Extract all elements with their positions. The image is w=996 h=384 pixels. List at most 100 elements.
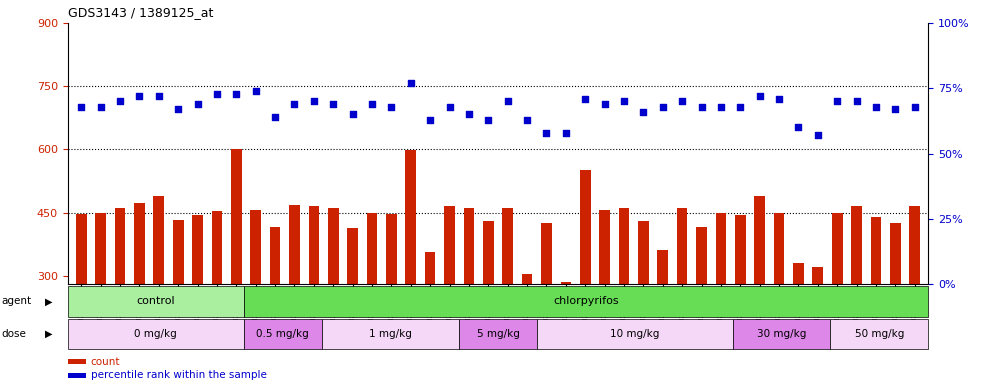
Bar (76, 214, 87, 384)
Point (713, 104, 729, 110)
Point (539, 130, 555, 136)
Bar (852, 206, 862, 384)
Point (461, 111, 477, 118)
Point (345, 111, 361, 118)
Point (228, 91, 244, 97)
Point (654, 104, 670, 110)
Point (849, 98, 865, 104)
Text: agent: agent (1, 296, 31, 306)
Point (791, 124, 807, 131)
Text: 0.5 mg/kg: 0.5 mg/kg (257, 329, 309, 339)
Point (480, 117, 496, 123)
Bar (696, 227, 707, 384)
Text: 10 mg/kg: 10 mg/kg (611, 329, 659, 339)
Bar (309, 206, 319, 384)
Point (93, 104, 109, 110)
Text: 1 mg/kg: 1 mg/kg (369, 329, 412, 339)
Point (131, 93, 147, 99)
Bar (425, 252, 435, 384)
Point (693, 104, 709, 110)
Point (674, 98, 690, 104)
Bar (735, 215, 746, 384)
Point (887, 106, 903, 112)
Bar (561, 282, 571, 384)
Point (906, 104, 922, 110)
Bar (289, 205, 300, 384)
Text: chlorpyrifos: chlorpyrifos (553, 296, 619, 306)
Bar (405, 150, 416, 384)
Text: control: control (136, 296, 175, 306)
Bar (754, 196, 765, 384)
Bar (774, 213, 785, 384)
Bar (715, 213, 726, 384)
Point (267, 114, 283, 120)
Bar (270, 227, 281, 384)
Point (383, 104, 399, 110)
Point (868, 104, 883, 110)
Bar (813, 267, 823, 384)
Bar (580, 170, 591, 384)
Point (326, 101, 342, 107)
Bar (348, 228, 358, 384)
Bar (192, 215, 203, 384)
Point (771, 96, 787, 102)
Point (306, 98, 322, 104)
Bar (68, 286, 244, 317)
Bar (537, 319, 733, 349)
Bar (541, 223, 552, 384)
Bar (386, 214, 396, 384)
Bar (244, 319, 322, 349)
Bar (68, 319, 244, 349)
Bar (871, 217, 881, 384)
Point (810, 132, 826, 138)
Bar (231, 149, 242, 384)
Bar (793, 263, 804, 384)
Text: ▶: ▶ (45, 296, 53, 306)
Point (732, 104, 748, 110)
Bar (250, 210, 261, 384)
Bar (115, 209, 125, 384)
Point (365, 101, 380, 107)
Point (616, 98, 631, 104)
Point (209, 91, 225, 97)
Bar (244, 286, 928, 317)
Point (752, 93, 768, 99)
Bar (173, 220, 183, 384)
Text: count: count (91, 356, 121, 367)
Bar (96, 213, 106, 384)
Bar (600, 210, 610, 384)
Point (830, 98, 846, 104)
Bar (153, 196, 164, 384)
Bar (483, 221, 494, 384)
Bar (733, 319, 831, 349)
Bar (831, 319, 928, 349)
Point (578, 96, 594, 102)
Text: ▶: ▶ (45, 329, 53, 339)
Point (558, 130, 574, 136)
Bar (502, 207, 513, 384)
Point (519, 117, 535, 123)
Bar (619, 209, 629, 384)
Point (248, 88, 264, 94)
Bar (328, 209, 339, 384)
Point (441, 104, 457, 110)
Point (402, 80, 418, 86)
Bar (638, 221, 648, 384)
Bar (463, 207, 474, 384)
Point (500, 98, 516, 104)
Bar (677, 209, 687, 384)
Bar (134, 203, 144, 384)
Point (74, 104, 90, 110)
Bar (211, 211, 222, 384)
Point (422, 117, 438, 123)
Text: 0 mg/kg: 0 mg/kg (134, 329, 177, 339)
Point (150, 93, 166, 99)
Point (170, 106, 186, 112)
Text: GDS3143 / 1389125_at: GDS3143 / 1389125_at (68, 6, 213, 19)
Bar (890, 223, 900, 384)
Text: 50 mg/kg: 50 mg/kg (855, 329, 904, 339)
Bar (459, 319, 537, 349)
Bar (832, 213, 843, 384)
Point (597, 101, 613, 107)
Point (635, 109, 651, 115)
